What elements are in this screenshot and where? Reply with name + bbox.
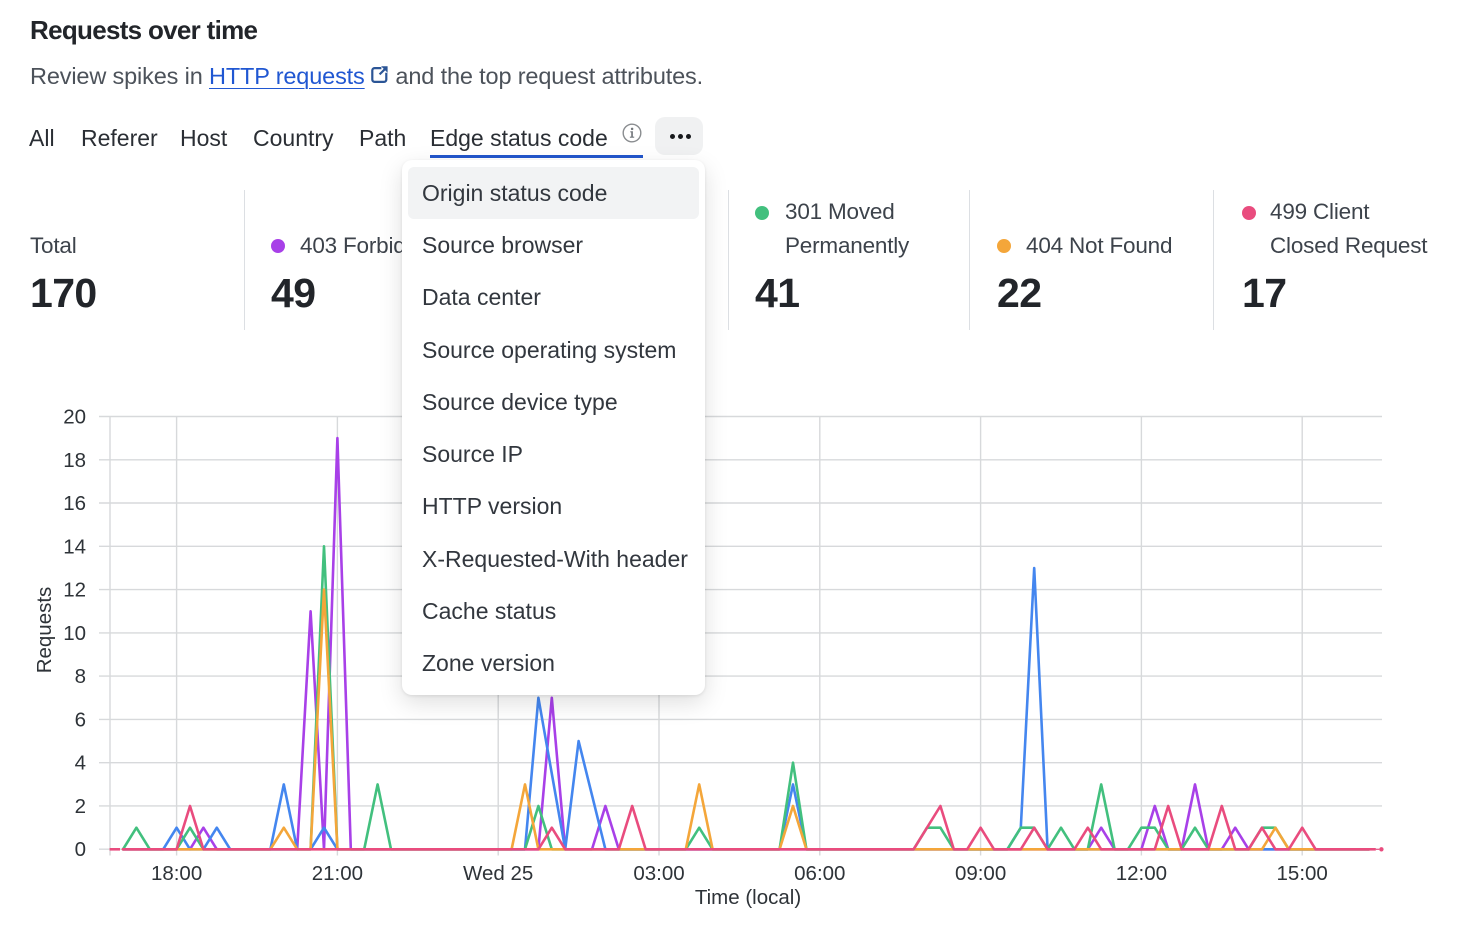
svg-text:06:00: 06:00 bbox=[794, 862, 845, 885]
svg-text:Wed 25: Wed 25 bbox=[463, 862, 533, 885]
svg-text:09:00: 09:00 bbox=[955, 862, 1006, 885]
svg-text:Requests: Requests bbox=[33, 587, 56, 674]
svg-text:Time (local): Time (local) bbox=[695, 886, 801, 909]
svg-text:0: 0 bbox=[75, 838, 86, 861]
svg-text:10: 10 bbox=[63, 622, 86, 645]
svg-text:4: 4 bbox=[75, 752, 86, 775]
svg-text:20: 20 bbox=[63, 406, 86, 429]
svg-text:2: 2 bbox=[75, 795, 86, 818]
svg-text:12: 12 bbox=[63, 579, 86, 602]
svg-text:6: 6 bbox=[75, 708, 86, 731]
svg-text:03:00: 03:00 bbox=[633, 862, 684, 885]
svg-text:18: 18 bbox=[63, 449, 86, 472]
svg-text:8: 8 bbox=[75, 665, 86, 688]
svg-text:14: 14 bbox=[63, 535, 86, 558]
svg-text:15:00: 15:00 bbox=[1277, 862, 1328, 885]
svg-text:18:00: 18:00 bbox=[151, 862, 202, 885]
svg-text:16: 16 bbox=[63, 492, 86, 515]
svg-text:12:00: 12:00 bbox=[1116, 862, 1167, 885]
svg-text:21:00: 21:00 bbox=[312, 862, 363, 885]
